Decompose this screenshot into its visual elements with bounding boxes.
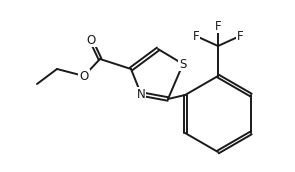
Text: F: F <box>215 19 221 33</box>
Text: F: F <box>193 30 199 42</box>
Text: O: O <box>86 34 96 46</box>
Text: S: S <box>179 57 187 71</box>
Text: O: O <box>79 69 88 83</box>
Text: F: F <box>237 30 243 42</box>
Text: N: N <box>137 88 145 100</box>
